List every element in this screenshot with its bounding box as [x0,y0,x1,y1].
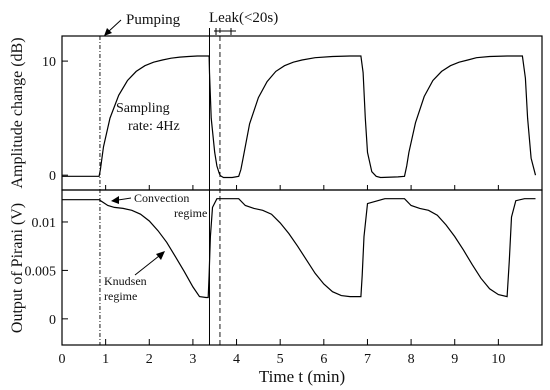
bottom-panel-frame [61,189,543,346]
x-ticks: 0 1 2 3 4 5 6 7 8 9 10 [59,185,505,367]
xtick-label: 2 [146,352,153,367]
xtick-label: 5 [277,352,284,367]
xtick-label: 10 [491,352,505,367]
leak-bracket [214,28,236,35]
bottom-y-axis-label: Output of Pirani (V) [9,203,26,333]
xtick-label: 3 [189,352,196,367]
top-y-ticks: 0 10 [42,55,68,184]
pirani-series-line [62,198,536,299]
top-y-axis-label: Amplitude change (dB) [9,37,26,188]
xtick-label: 6 [320,352,327,367]
top-ytick-label: 0 [49,169,56,184]
bottom-ytick-label: 0.01 [32,216,57,231]
bottom-y-ticks: 0 0.005 0.01 [25,216,68,328]
x-axis-label: Time t (min) [259,367,345,386]
knudsen-label-line2: regime [104,289,137,303]
xtick-label: 1 [102,352,109,367]
convection-arrow [111,196,132,204]
xtick-label: 4 [233,352,240,367]
xtick-label: 8 [408,352,415,367]
pumping-label: Pumping [126,12,181,28]
amplitude-series-line [62,55,537,179]
top-ytick-label: 10 [42,55,56,70]
sampling-label-line2: rate: 4Hz [128,119,180,134]
knudsen-arrow [134,251,165,276]
convection-label-line1: Convection [134,191,189,205]
xtick-label: 7 [364,352,371,367]
convection-label-line2: regime [174,206,207,220]
leak-label: Leak(<20s) [209,10,278,26]
pumping-arrow [104,19,122,36]
bottom-ytick-label: 0 [49,313,56,328]
xtick-label: 0 [59,352,66,367]
bottom-ytick-label: 0.005 [25,264,57,279]
sampling-label-line1: Sampling [116,101,170,116]
knudsen-label-line1: Knudsen [104,274,147,288]
xtick-label: 9 [451,352,458,367]
